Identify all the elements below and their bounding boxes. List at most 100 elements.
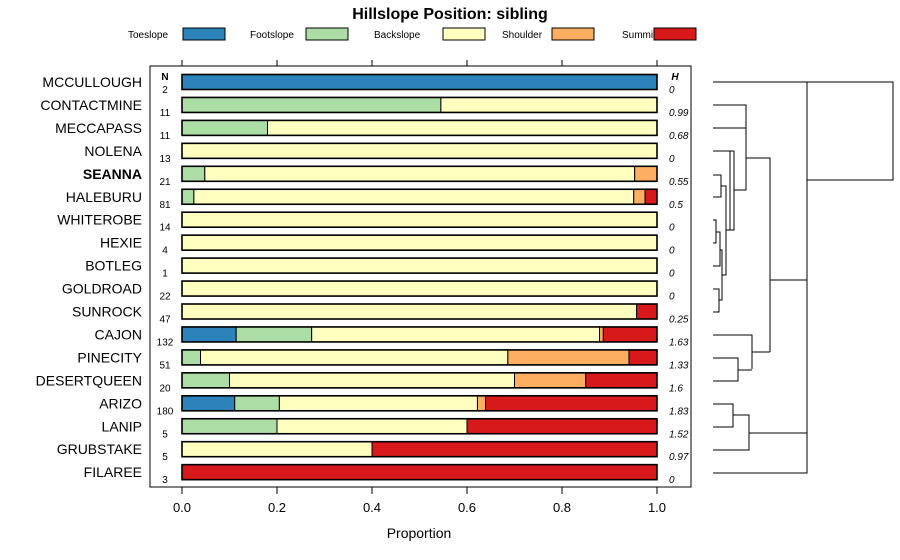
- bar-segment-summit: [372, 442, 657, 457]
- bar-segment-summit: [182, 465, 657, 480]
- dendrogram-branch: [713, 220, 716, 243]
- h-value: 0.99: [669, 108, 689, 119]
- bar-segment-summit: [486, 396, 657, 411]
- h-value: 0.68: [669, 131, 689, 142]
- x-axis-title: Proportion: [387, 525, 452, 541]
- legend-label-shoulder: Shoulder: [502, 30, 543, 41]
- legend-label-footslope: Footslope: [250, 30, 294, 41]
- bar-segment-footslope: [182, 350, 201, 365]
- n-value: 81: [159, 200, 171, 211]
- row-label: NOLENA: [84, 143, 142, 159]
- row-label: PINECITY: [77, 349, 142, 365]
- bar-segment-footslope: [182, 373, 230, 388]
- h-value: 1.63: [669, 337, 689, 348]
- n-value: 11: [160, 108, 171, 119]
- row-grubstake: GRUBSTAKE 5 0.97: [57, 441, 689, 463]
- h-value: 0: [669, 475, 675, 486]
- row-label: HALEBURU: [66, 189, 142, 205]
- row-goldroad: GOLDROAD 22 0: [62, 281, 675, 303]
- row-label: MECCAPASS: [55, 120, 142, 136]
- n-value: 3: [162, 475, 168, 486]
- bar-segment-backslope: [182, 442, 372, 457]
- chart-title: Hillslope Position: sibling: [352, 6, 548, 23]
- bar-segment-backslope: [182, 235, 657, 250]
- row-label: CAJON: [95, 326, 142, 342]
- row-label: HEXIE: [100, 235, 142, 251]
- row-hexie: HEXIE 4 0: [100, 235, 675, 257]
- dendrogram-branch: [726, 151, 730, 230]
- h-value: 1.52: [669, 429, 689, 440]
- bar-segment-summit: [603, 327, 657, 342]
- bar-segment-backslope: [182, 258, 657, 273]
- row-label: GOLDROAD: [62, 281, 142, 297]
- n-value: 51: [159, 360, 171, 371]
- h-value: 1.83: [669, 406, 689, 417]
- bar-segment-toeslope: [182, 327, 236, 342]
- bar-segment-toeslope: [182, 75, 657, 90]
- n-value: 14: [159, 223, 171, 234]
- h-value: 0: [669, 269, 675, 280]
- bar-segment-shoulder: [477, 396, 485, 411]
- row-label: DESERTQUEEN: [36, 372, 142, 388]
- dendrogram-branch: [713, 105, 746, 128]
- n-value: 11: [160, 131, 171, 142]
- bar-segment-shoulder: [634, 189, 645, 204]
- h-value: 0: [669, 85, 675, 96]
- legend-swatch-shoulder: [552, 28, 594, 40]
- n-value: 22: [159, 292, 171, 303]
- row-label: LANIP: [102, 418, 142, 434]
- bar-segment-footslope: [182, 419, 277, 434]
- row-botleg: BOTLEG1 0: [85, 258, 675, 280]
- n-column-header: N: [161, 72, 168, 83]
- legend-swatch-backslope: [443, 28, 485, 40]
- bar-segment-backslope: [194, 189, 634, 204]
- row-lanip: LANIP 5 1.52: [102, 418, 689, 440]
- h-value: 0: [669, 246, 675, 257]
- legend-label-summit: Summit: [622, 30, 656, 41]
- bar-segment-backslope: [201, 350, 508, 365]
- n-value: 5: [162, 452, 168, 463]
- legend: Toeslope Footslope Backslope Shoulder Summit: [128, 28, 696, 41]
- row-label: WHITEROBE: [57, 212, 142, 228]
- h-value: 0.5: [669, 200, 683, 211]
- bar-segment-backslope: [441, 97, 657, 112]
- row-label: CONTACTMINE: [40, 97, 142, 113]
- row-filaree: FILAREE 3 0: [84, 464, 675, 486]
- bar-segment-summit: [645, 189, 657, 204]
- row-contactmine: CONTACTMINE 11 0.99: [40, 97, 689, 119]
- bar-segment-shoulder: [600, 327, 604, 342]
- row-label: SUNROCK: [72, 304, 143, 320]
- dendrogram-branch: [713, 82, 893, 180]
- bar-segment-backslope: [182, 143, 657, 158]
- row-mccullough: MCCULLOUGH2 0: [42, 74, 675, 96]
- h-value: 0: [669, 154, 675, 165]
- row-pinecity: PINECITY 51 1.33: [77, 349, 688, 371]
- x-tick-label: 0.2: [268, 500, 286, 515]
- row-label: ARIZO: [99, 395, 142, 411]
- dendrogram-branch: [734, 127, 746, 190]
- dendrogram-branch: [713, 358, 738, 381]
- row-seanna: SEANNA21 0.55: [83, 166, 689, 188]
- legend-swatch-toeslope: [183, 28, 225, 40]
- row-label: BOTLEG: [85, 258, 142, 274]
- bar-segment-backslope: [205, 166, 635, 181]
- bar-segment-footslope: [235, 396, 280, 411]
- n-value: 180: [157, 406, 174, 417]
- bar-segment-shoulder: [508, 350, 629, 365]
- row-arizo: ARIZO 180 1.83: [99, 395, 689, 417]
- bar-segment-backslope: [277, 419, 467, 434]
- dendrogram-branch: [713, 404, 733, 427]
- bar-segment-backslope: [312, 327, 600, 342]
- h-value: 0.25: [669, 315, 689, 326]
- top-axis-ticks: [182, 60, 657, 66]
- bar-segment-footslope: [182, 97, 441, 112]
- x-tick-label: 0.8: [553, 500, 571, 515]
- h-value: 1.33: [669, 360, 689, 371]
- bar-segment-footslope: [182, 120, 268, 135]
- n-value: 13: [159, 154, 171, 165]
- h-value: 1.6: [669, 383, 683, 394]
- n-value: 2: [162, 85, 168, 96]
- n-value: 5: [162, 429, 168, 440]
- n-value: 47: [159, 315, 171, 326]
- row-label: FILAREE: [84, 464, 142, 480]
